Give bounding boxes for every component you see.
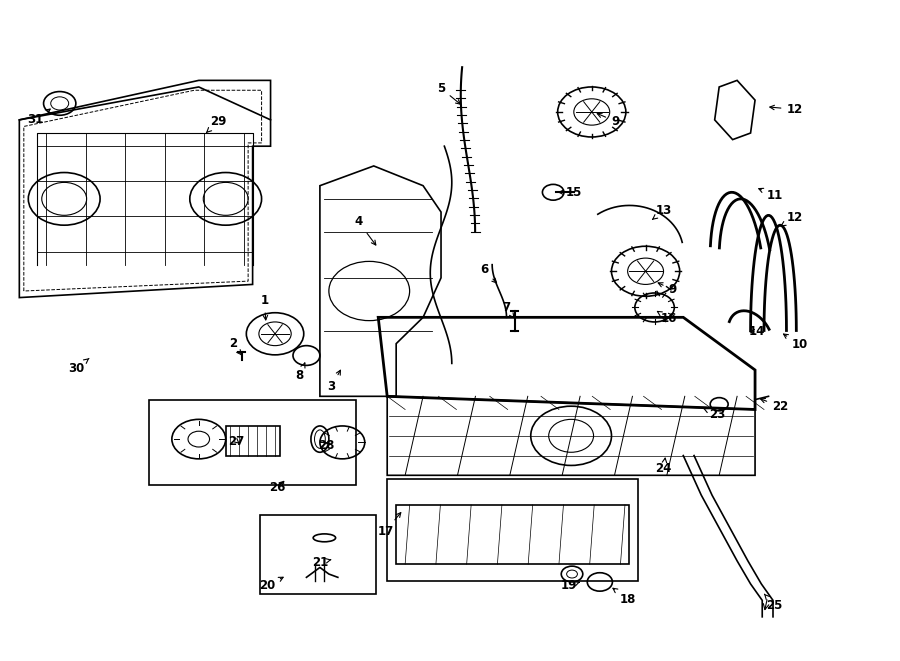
Text: 16: 16 — [657, 311, 677, 325]
Text: 9: 9 — [598, 113, 619, 128]
Bar — [387, 479, 638, 580]
Text: 3: 3 — [328, 370, 340, 393]
Text: 29: 29 — [206, 115, 227, 132]
Text: 24: 24 — [655, 458, 671, 475]
Text: 21: 21 — [311, 556, 331, 568]
Text: 4: 4 — [355, 215, 376, 245]
Text: 7: 7 — [502, 301, 514, 318]
Text: 23: 23 — [704, 408, 725, 421]
Text: 27: 27 — [229, 434, 245, 447]
Bar — [149, 400, 356, 485]
Text: 14: 14 — [749, 325, 765, 338]
Text: 25: 25 — [764, 594, 783, 612]
Text: 22: 22 — [760, 399, 788, 412]
Text: 17: 17 — [377, 513, 400, 538]
Text: 1: 1 — [260, 294, 268, 320]
Text: 28: 28 — [318, 439, 335, 452]
Text: 13: 13 — [652, 204, 671, 219]
Text: 8: 8 — [295, 363, 305, 382]
Text: 6: 6 — [480, 264, 497, 283]
Text: 19: 19 — [560, 580, 580, 592]
Bar — [226, 426, 280, 455]
Text: 10: 10 — [784, 334, 808, 352]
Text: 9: 9 — [658, 283, 677, 296]
Text: 31: 31 — [27, 109, 50, 126]
Text: 11: 11 — [759, 188, 783, 202]
Text: 2: 2 — [229, 337, 241, 355]
Text: 20: 20 — [259, 577, 284, 592]
Text: 12: 12 — [781, 211, 803, 226]
Text: 26: 26 — [269, 481, 286, 494]
Text: 18: 18 — [613, 588, 635, 605]
Text: 30: 30 — [68, 358, 89, 375]
Text: 15: 15 — [559, 186, 582, 199]
Text: 12: 12 — [770, 103, 803, 116]
Bar — [260, 515, 376, 594]
Text: 5: 5 — [436, 82, 461, 104]
